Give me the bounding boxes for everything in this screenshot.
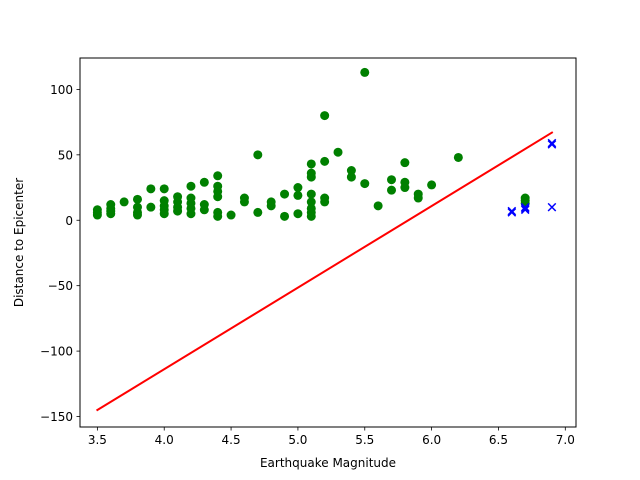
- data-point-circle: [280, 211, 290, 221]
- data-point-circle: [306, 197, 316, 207]
- x-axis: 3.5 4.0 4.5 5.0 5.5 6.0 6.5 7.0: [88, 427, 575, 447]
- data-point-circle: [146, 202, 156, 212]
- data-point-circle: [427, 180, 437, 190]
- x-mark-stroke: [520, 205, 530, 215]
- data-point-circle: [213, 171, 223, 181]
- data-point-circle: [253, 150, 263, 160]
- data-point-circle: [306, 168, 316, 178]
- data-point-circle: [186, 181, 196, 191]
- x-mark-stroke: [507, 206, 517, 216]
- y-tick-label: −150: [40, 410, 73, 424]
- data-point-circle: [159, 184, 169, 194]
- data-point-circle: [413, 189, 423, 199]
- x-mark-stroke: [547, 138, 557, 148]
- data-point-x: [547, 202, 557, 212]
- x-tick-label: 6.0: [422, 433, 441, 447]
- reference-line: [96, 131, 554, 412]
- data-point-circle: [306, 159, 316, 169]
- data-point-circle: [306, 203, 316, 213]
- x-tick-label: 5.5: [355, 433, 374, 447]
- data-point-circle: [199, 177, 209, 187]
- data-point-circle: [239, 193, 249, 203]
- plot-area-background: [80, 58, 576, 427]
- x-tick-label: 6.5: [489, 433, 508, 447]
- data-point-circle: [132, 202, 142, 212]
- data-point-circle: [453, 152, 463, 162]
- x-tick-label: 4.0: [155, 433, 174, 447]
- x-tick-label: 3.5: [88, 433, 107, 447]
- data-point-circle: [387, 175, 397, 185]
- data-point-circle: [306, 189, 316, 199]
- data-point-circle: [280, 189, 290, 199]
- x-tick-label: 4.5: [222, 433, 241, 447]
- data-point-circle: [119, 197, 129, 207]
- data-point-circle: [320, 156, 330, 166]
- data-point-circle: [293, 183, 303, 193]
- y-tick-label: −100: [40, 345, 73, 359]
- data-point-circle: [360, 67, 370, 77]
- data-point-x: [547, 140, 557, 149]
- data-point-circle: [320, 111, 330, 121]
- data-point-circle: [293, 209, 303, 219]
- data-points-layer: [92, 67, 557, 221]
- x-mark-stroke: [520, 204, 530, 213]
- data-point-circle: [186, 193, 196, 203]
- x-tick-label: 7.0: [556, 433, 575, 447]
- plot-frame: [79, 57, 577, 428]
- data-point-circle: [373, 201, 383, 211]
- x-mark-stroke: [507, 208, 517, 217]
- y-axis-label: Distance to Epicenter: [12, 178, 26, 307]
- reference-line-layer: [96, 131, 554, 412]
- y-tick-label: 50: [58, 148, 73, 162]
- data-point-circle: [173, 192, 183, 202]
- data-point-circle: [346, 172, 356, 182]
- data-point-circle: [266, 197, 276, 207]
- data-point-circle: [400, 158, 410, 168]
- x-mark-stroke: [547, 140, 557, 149]
- data-point-x: [507, 206, 517, 216]
- data-point-x: [520, 202, 530, 212]
- data-point-circle: [346, 166, 356, 176]
- data-point-x: [520, 205, 530, 215]
- data-point-circle: [253, 207, 263, 217]
- x-tick-label: 5.0: [288, 433, 307, 447]
- data-point-circle: [333, 147, 343, 157]
- y-tick-label: 100: [50, 83, 73, 97]
- data-point-x: [520, 204, 530, 213]
- x-mark-stroke: [520, 202, 530, 212]
- data-point-circle: [106, 200, 116, 210]
- y-tick-label: −50: [48, 279, 73, 293]
- data-point-x: [547, 138, 557, 148]
- data-point-circle: [387, 185, 397, 195]
- data-point-x: [507, 208, 517, 217]
- x-axis-label: Earthquake Magnitude: [260, 456, 396, 470]
- y-axis: −150 −100 −50 0 50 100: [40, 83, 80, 424]
- data-point-circle: [320, 193, 330, 203]
- data-point-circle: [146, 184, 156, 194]
- data-point-circle: [226, 210, 236, 220]
- data-point-circle: [400, 177, 410, 187]
- data-point-circle: [360, 179, 370, 189]
- x-mark-stroke: [547, 202, 557, 212]
- data-point-circle: [213, 207, 223, 217]
- data-point-circle: [92, 205, 102, 215]
- data-point-circle: [199, 200, 209, 210]
- y-tick-label: 0: [65, 214, 73, 228]
- data-point-circle: [293, 190, 303, 200]
- data-point-circle: [520, 193, 530, 203]
- data-point-circle: [132, 194, 142, 204]
- data-point-circle: [213, 181, 223, 191]
- data-point-circle: [159, 196, 169, 206]
